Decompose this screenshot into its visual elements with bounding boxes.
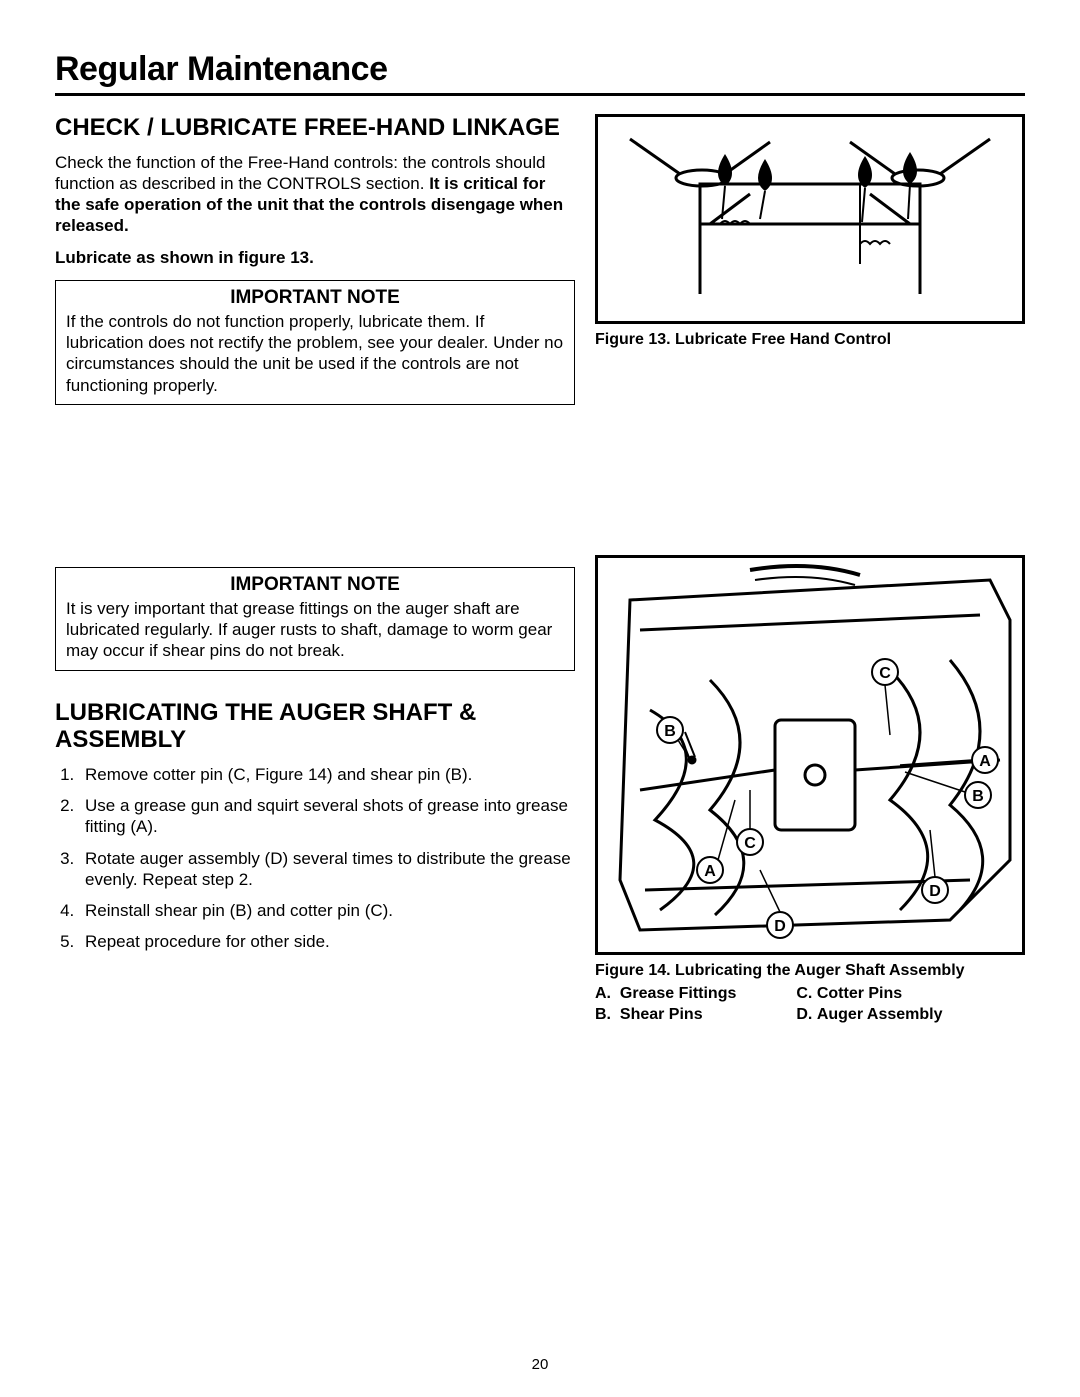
callout-C-left: C [737,790,763,855]
page-title: Regular Maintenance [55,50,1025,96]
callout-D-left: D [760,870,793,938]
section-freehand: CHECK / LUBRICATE FREE-HAND LINKAGE Chec… [55,114,1025,415]
svg-text:B: B [972,788,984,805]
svg-text:A: A [704,863,716,880]
svg-text:C: C [879,665,891,682]
callout-B-left: B [657,717,688,756]
list-item: Remove cotter pin (C, Figure 14) and she… [79,764,575,785]
note-box-freehand: IMPORTANT NOTE If the controls do not fu… [55,280,575,405]
svg-text:B: B [664,723,676,740]
note-body-freehand: If the controls do not function properly… [66,311,564,396]
section-auger: IMPORTANT NOTE It is very important that… [55,555,1025,1026]
svg-text:D: D [774,918,786,935]
legend-item-d: D. Auger Assembly [796,1004,942,1026]
note-title-auger: IMPORTANT NOTE [66,574,564,596]
svg-text:A: A [979,753,991,770]
page-number: 20 [0,1356,1080,1373]
figure-14-legend: A. Grease Fittings B. Shear Pins C. Cott… [595,983,1025,1026]
figure-14-illustration: B C A D [600,560,1020,950]
legend-item-c: C. Cotter Pins [796,983,942,1005]
figure-13-caption: Figure 13. Lubricate Free Hand Control [595,330,1025,350]
note-box-auger: IMPORTANT NOTE It is very important that… [55,567,575,671]
legend-item-a: A. Grease Fittings [595,983,736,1005]
figure-13-frame [595,114,1025,324]
note-title-freehand: IMPORTANT NOTE [66,287,564,309]
figure-14-caption: Figure 14. Lubricating the Auger Shaft A… [595,961,1025,981]
callout-B-right: B [905,772,991,808]
figure-14-frame: B C A D [595,555,1025,955]
callout-A-left: A [697,800,735,883]
list-item: Rotate auger assembly (D) several times … [79,848,575,891]
callout-C-right: C [872,659,898,735]
note-body-auger: It is very important that grease fitting… [66,598,564,662]
svg-text:C: C [744,835,756,852]
legend-item-b: B. Shear Pins [595,1004,736,1026]
auger-steps-list: Remove cotter pin (C, Figure 14) and she… [55,764,575,953]
list-item: Reinstall shear pin (B) and cotter pin (… [79,900,575,921]
heading-lubricating-auger: LUBRICATING THE AUGER SHAFT & ASSEMBLY [55,699,575,754]
list-item: Use a grease gun and squirt several shot… [79,795,575,838]
paragraph-lubricate-fig13: Lubricate as shown in figure 13. [55,247,575,268]
paragraph-check-function: Check the function of the Free-Hand cont… [55,152,575,237]
heading-check-lubricate: CHECK / LUBRICATE FREE-HAND LINKAGE [55,114,575,142]
list-item: Repeat procedure for other side. [79,931,575,952]
svg-text:D: D [929,883,941,900]
figure-13-illustration [610,124,1010,314]
